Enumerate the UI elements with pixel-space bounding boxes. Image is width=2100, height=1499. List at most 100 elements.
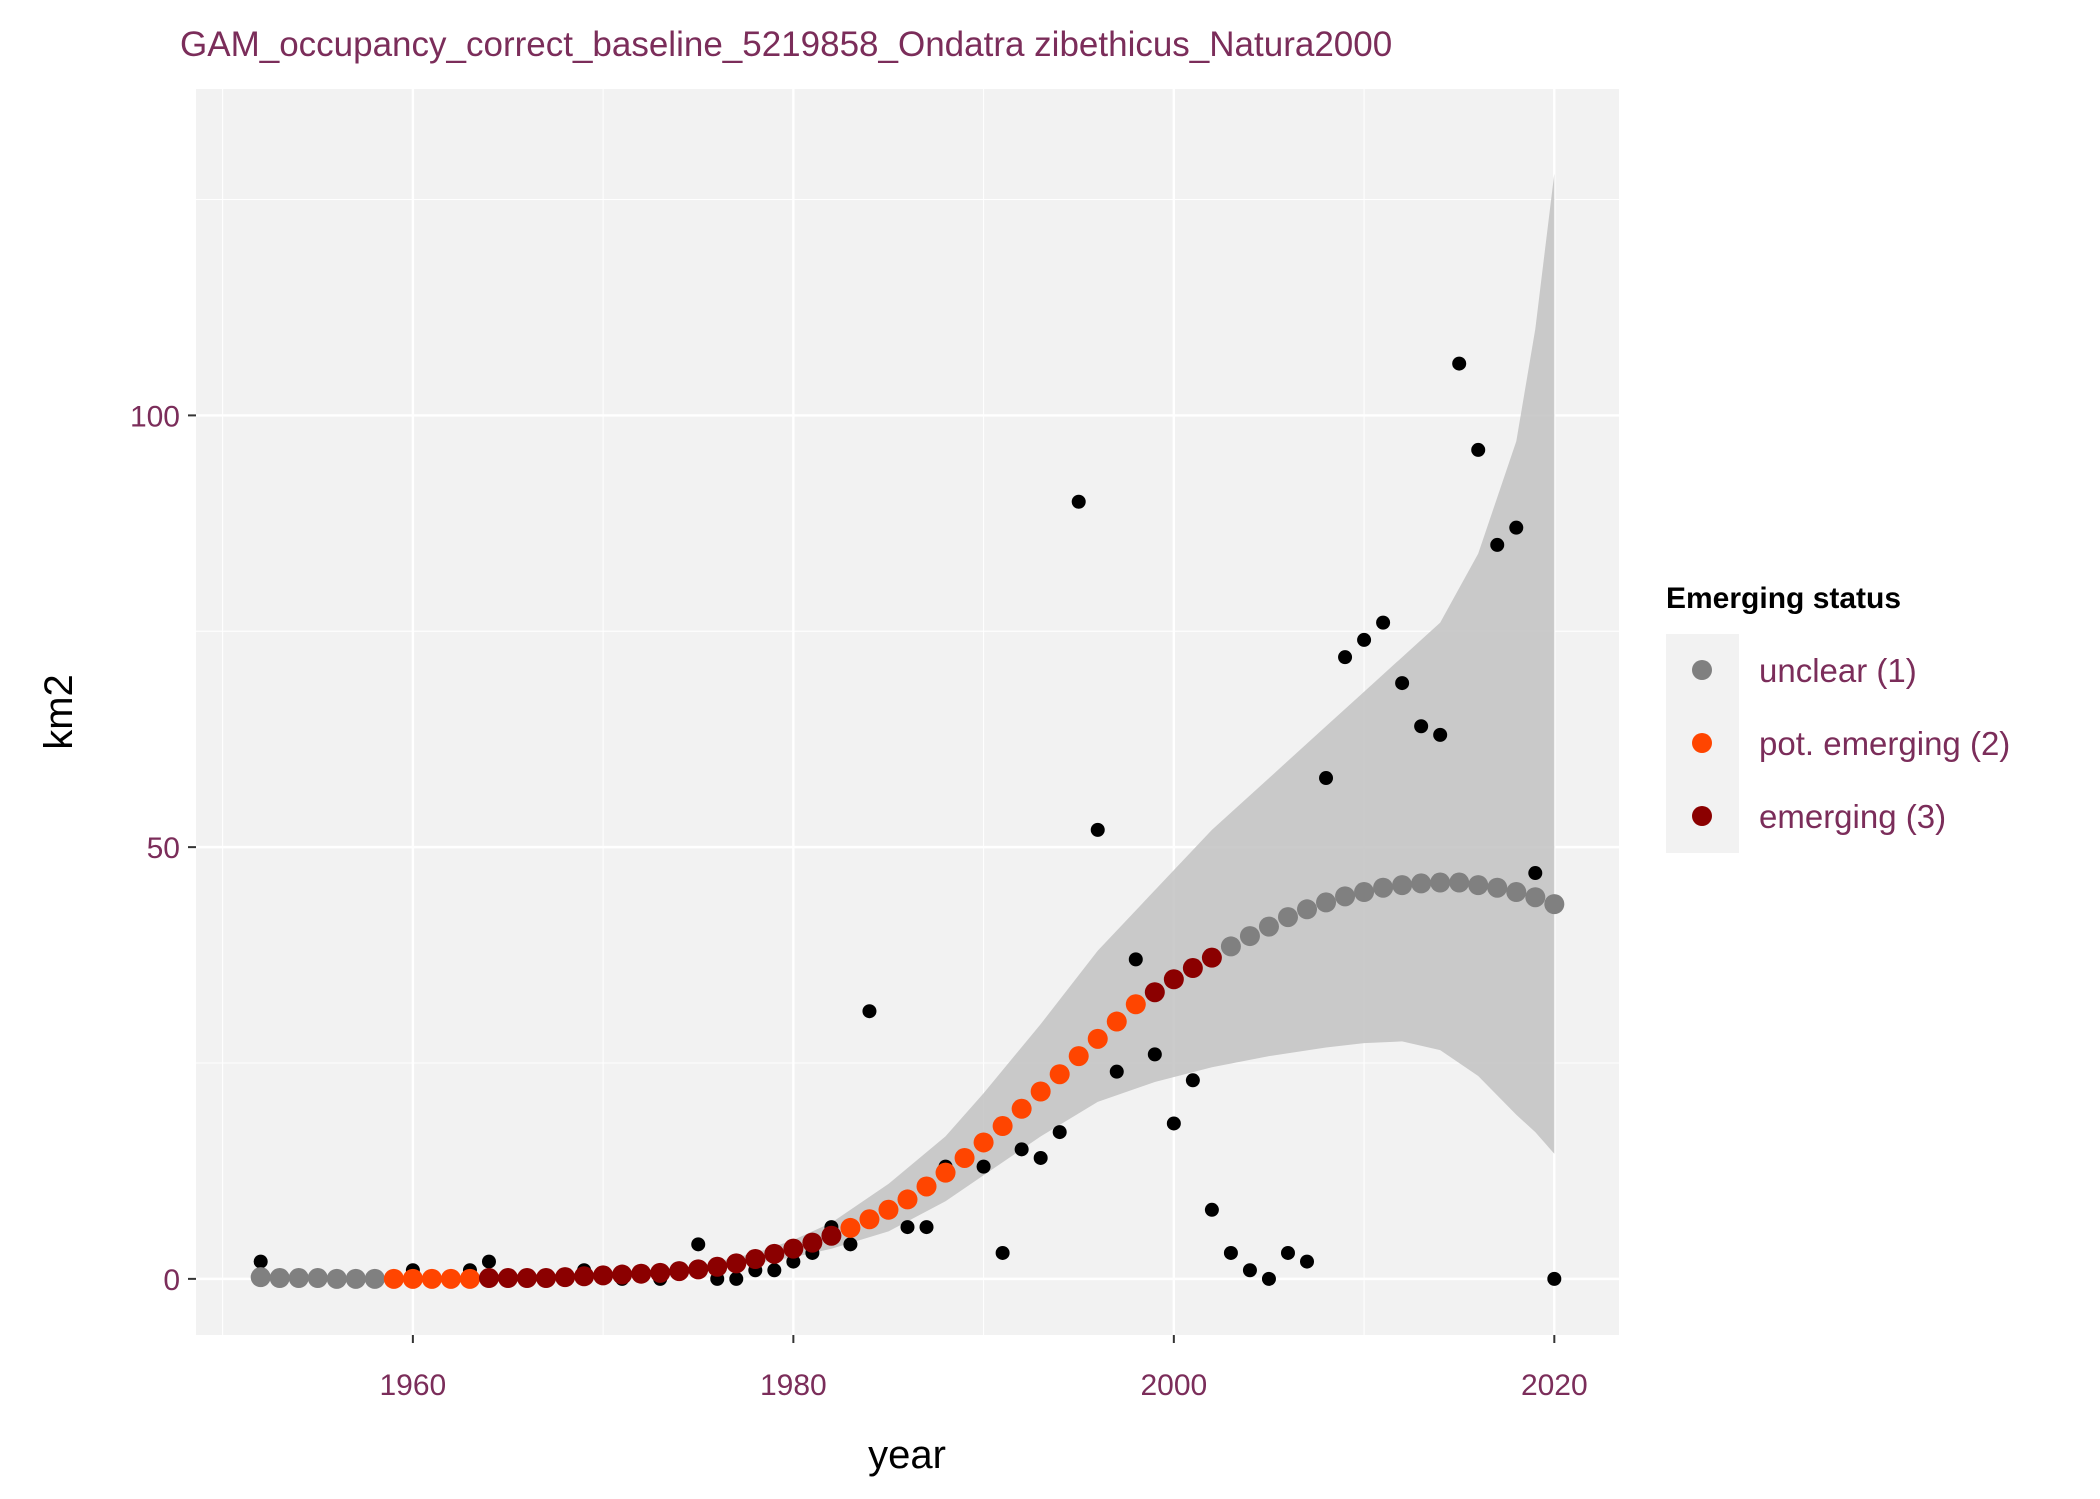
fitted-point — [612, 1264, 633, 1285]
y-axis-title: km2 — [37, 674, 81, 750]
fitted-point — [802, 1232, 823, 1253]
fitted-point — [536, 1268, 557, 1289]
fitted-point — [574, 1266, 595, 1287]
fitted-point — [1011, 1098, 1032, 1119]
fitted-point — [250, 1267, 271, 1288]
confidence-band — [260, 173, 1555, 1279]
observed-point — [1414, 719, 1429, 734]
x-axis-ticks: 1960 1980 2000 2020 — [379, 1335, 1588, 1402]
fitted-point — [1430, 872, 1451, 893]
fitted-point — [878, 1199, 899, 1220]
fitted-point — [897, 1189, 918, 1210]
observed-point — [919, 1220, 934, 1235]
observed-point — [1261, 1271, 1276, 1286]
chart-title: GAM_occupancy_correct_baseline_5219858_O… — [180, 25, 1392, 64]
fitted-point — [326, 1268, 347, 1289]
fitted-point — [1239, 926, 1260, 947]
fitted-point — [821, 1225, 842, 1246]
observed-point — [1109, 1064, 1124, 1079]
fitted-point — [707, 1256, 728, 1277]
fitted-point — [745, 1249, 766, 1270]
y-axis-ticks: 0 50 100 — [130, 400, 196, 1297]
x-tick-label: 2020 — [1521, 1369, 1588, 1402]
observed-point — [1280, 1245, 1295, 1260]
observed-point — [1204, 1202, 1219, 1217]
observed-point — [1319, 771, 1334, 786]
fitted-point — [1373, 877, 1394, 898]
observed-point — [691, 1237, 706, 1252]
fitted-point — [383, 1268, 404, 1289]
fitted-point — [840, 1217, 861, 1238]
observed-point — [1452, 356, 1467, 371]
observed-point — [1395, 676, 1410, 691]
legend-title: Emerging status — [1666, 582, 1901, 615]
fitted-point — [1258, 916, 1279, 937]
observed-point — [1185, 1073, 1200, 1088]
fitted-point — [954, 1147, 975, 1168]
legend-entries: unclear (1) pot. emerging (2) emerging (3) — [1692, 652, 2010, 835]
observed-point — [1338, 650, 1353, 665]
observed-points — [253, 356, 1562, 1286]
fitted-point — [364, 1268, 385, 1289]
legend-key — [1692, 660, 1712, 680]
fitted-point — [1506, 882, 1527, 903]
fitted-point — [1354, 882, 1375, 903]
fitted-point — [421, 1268, 442, 1289]
legend-key — [1692, 733, 1712, 753]
observed-point — [862, 1004, 877, 1019]
fitted-point — [859, 1209, 880, 1230]
fitted-point — [1544, 894, 1565, 915]
observed-point — [1471, 442, 1486, 457]
fitted-point — [1449, 872, 1470, 893]
observed-point — [1223, 1245, 1238, 1260]
fitted-point — [1049, 1064, 1070, 1085]
fitted-point — [726, 1253, 747, 1274]
fitted-point — [478, 1268, 499, 1289]
observed-point — [786, 1254, 801, 1269]
fitted-point — [1487, 877, 1508, 898]
y-tick-label: 50 — [147, 832, 180, 865]
fitted-point — [764, 1243, 785, 1264]
y-tick-label: 0 — [163, 1264, 180, 1297]
fitted-point — [688, 1259, 709, 1280]
fitted-point — [497, 1268, 518, 1289]
fitted-point — [269, 1268, 290, 1289]
observed-point — [1052, 1125, 1067, 1140]
observed-point — [1071, 494, 1086, 509]
x-axis-title: year — [868, 1433, 946, 1477]
fitted-point — [1030, 1081, 1051, 1102]
observed-point — [1128, 952, 1143, 967]
observed-point — [1242, 1263, 1257, 1278]
observed-point — [1357, 632, 1372, 647]
fitted-points — [250, 872, 1565, 1289]
legend-key — [1692, 806, 1712, 826]
fitted-point — [1277, 907, 1298, 928]
fitted-point — [1392, 875, 1413, 896]
fitted-point — [1468, 875, 1489, 896]
observed-point — [253, 1254, 268, 1269]
fitted-point — [1068, 1046, 1089, 1067]
fitted-point — [1201, 947, 1222, 968]
observed-point — [1033, 1150, 1048, 1165]
observed-point — [1166, 1116, 1181, 1131]
x-tick-label: 1980 — [760, 1369, 827, 1402]
fitted-point — [669, 1261, 690, 1282]
fitted-point — [345, 1268, 366, 1289]
x-tick-label: 1960 — [379, 1369, 446, 1402]
fitted-point — [440, 1268, 461, 1289]
observed-point — [995, 1245, 1010, 1260]
fitted-point — [1144, 982, 1165, 1003]
fitted-point — [650, 1262, 671, 1283]
fitted-point — [555, 1267, 576, 1288]
x-tick-label: 2000 — [1140, 1369, 1207, 1402]
fitted-point — [593, 1265, 614, 1286]
observed-point — [481, 1254, 496, 1269]
minor-gridlines — [196, 89, 1619, 1335]
fitted-point — [402, 1268, 423, 1289]
observed-point — [1090, 822, 1105, 837]
observed-point — [1528, 866, 1543, 881]
observed-point — [1509, 520, 1524, 535]
observed-point — [1490, 537, 1505, 552]
fitted-point — [1411, 873, 1432, 894]
fitted-point — [1220, 936, 1241, 957]
